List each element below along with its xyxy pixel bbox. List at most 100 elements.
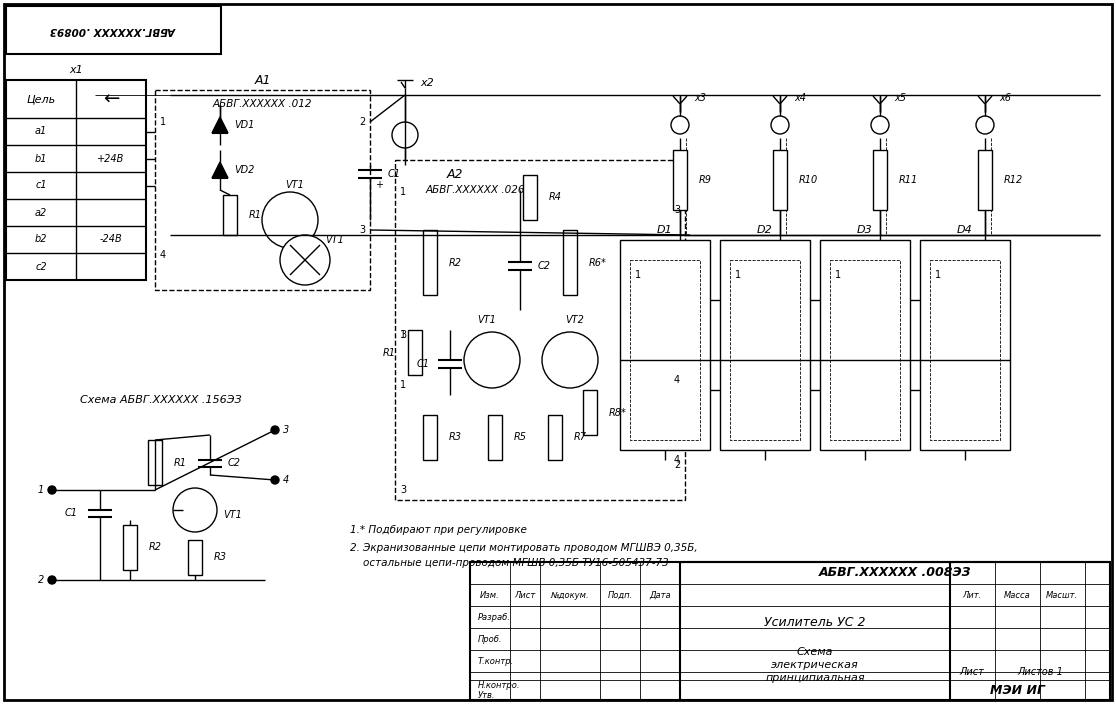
Text: D3: D3: [857, 225, 873, 235]
Text: 1: 1: [160, 117, 166, 127]
Text: Утв.: Утв.: [478, 691, 496, 700]
Bar: [820, 240, 910, 450]
Text: VT1: VT1: [478, 315, 497, 325]
Bar: [773, 150, 787, 210]
Text: 1: 1: [735, 270, 741, 280]
Bar: [6, 6, 221, 54]
Circle shape: [271, 426, 279, 434]
Text: x1: x1: [69, 65, 83, 75]
Text: C1: C1: [417, 359, 430, 369]
Text: 3: 3: [400, 330, 406, 340]
Text: R7: R7: [574, 432, 587, 443]
Text: Листов 1: Листов 1: [1017, 667, 1062, 677]
Circle shape: [976, 116, 994, 134]
Text: 4: 4: [160, 250, 166, 260]
Text: R5: R5: [514, 432, 527, 443]
Text: R11: R11: [899, 175, 918, 185]
Bar: [930, 260, 1000, 440]
Circle shape: [392, 122, 418, 148]
Bar: [562, 230, 577, 295]
Bar: [148, 440, 162, 485]
Circle shape: [48, 486, 56, 494]
Text: 1.* Подбирают при регулировке: 1.* Подбирают при регулировке: [350, 525, 527, 535]
Text: №докум.: №докум.: [550, 591, 589, 600]
Bar: [155, 90, 371, 290]
Text: 1: 1: [38, 485, 44, 495]
Bar: [408, 330, 422, 375]
Text: 3: 3: [359, 225, 365, 235]
Text: D1: D1: [657, 225, 673, 235]
Text: 4: 4: [674, 455, 680, 465]
Text: R2: R2: [150, 543, 162, 553]
Text: Схема АБВГ.XXXXXX .156ЭЗ: Схема АБВГ.XXXXXX .156ЭЗ: [80, 395, 242, 405]
Text: МЭИ ИГ: МЭИ ИГ: [990, 684, 1045, 696]
Text: А2: А2: [446, 168, 463, 180]
Bar: [395, 160, 685, 500]
Text: Лист: Лист: [960, 667, 984, 677]
Bar: [730, 260, 800, 440]
Circle shape: [271, 476, 279, 484]
Text: c2: c2: [36, 261, 47, 272]
Bar: [978, 150, 992, 210]
Circle shape: [280, 235, 330, 285]
Text: a1: a1: [35, 127, 47, 137]
Text: R9: R9: [699, 175, 712, 185]
Text: b2: b2: [35, 234, 47, 244]
Text: R3: R3: [214, 553, 227, 562]
Text: VT1: VT1: [326, 235, 345, 245]
Bar: [620, 240, 710, 450]
Bar: [548, 415, 562, 460]
Text: Разраб.: Разраб.: [478, 612, 511, 622]
Text: R6*: R6*: [589, 258, 607, 268]
Text: x6: x6: [999, 93, 1011, 103]
Bar: [873, 150, 887, 210]
Text: 3: 3: [400, 485, 406, 495]
Text: АБВГ.XXXXXX .008ЭЗ: АБВГ.XXXXXX .008ЭЗ: [819, 567, 971, 579]
Text: 4: 4: [674, 375, 680, 385]
Text: Подп.: Подп.: [607, 591, 633, 600]
Text: a2: a2: [35, 208, 47, 218]
Text: R2: R2: [449, 258, 462, 268]
Text: C2: C2: [228, 458, 241, 468]
Text: R1: R1: [383, 348, 396, 358]
Text: принципиальная: принципиальная: [766, 673, 865, 683]
Text: VT1: VT1: [286, 180, 305, 190]
Text: VT2: VT2: [566, 315, 585, 325]
Bar: [830, 260, 899, 440]
Text: 2: 2: [674, 460, 680, 470]
Polygon shape: [212, 117, 228, 133]
Bar: [423, 230, 437, 295]
Text: 1: 1: [835, 270, 841, 280]
Polygon shape: [212, 162, 228, 178]
Bar: [488, 415, 502, 460]
Text: 1: 1: [400, 380, 406, 390]
Text: R8*: R8*: [609, 408, 627, 417]
Text: Лист: Лист: [514, 591, 536, 600]
Bar: [583, 390, 597, 435]
Text: C1: C1: [388, 169, 401, 179]
Text: R1: R1: [249, 210, 262, 220]
Bar: [673, 150, 687, 210]
Text: 3: 3: [283, 425, 289, 435]
Bar: [523, 175, 537, 220]
Text: R1: R1: [174, 458, 187, 467]
Text: А1: А1: [254, 73, 271, 87]
Bar: [423, 415, 437, 460]
Text: 3: 3: [674, 205, 680, 215]
Text: x2: x2: [420, 78, 434, 88]
Bar: [187, 540, 202, 575]
Circle shape: [173, 488, 217, 532]
Text: Изм.: Изм.: [480, 591, 500, 600]
Text: АБВГ.XXXXXX .00893: АБВГ.XXXXXX .00893: [50, 25, 176, 35]
Text: Дата: Дата: [650, 591, 671, 600]
Text: 4: 4: [283, 475, 289, 485]
Text: 1: 1: [400, 187, 406, 197]
Text: D2: D2: [757, 225, 773, 235]
Text: Лит.: Лит.: [962, 591, 982, 600]
Text: x5: x5: [894, 93, 906, 103]
Text: 2: 2: [359, 117, 365, 127]
Text: -24В: -24В: [99, 234, 123, 244]
Text: R3: R3: [449, 432, 462, 443]
Bar: [920, 240, 1010, 450]
Text: 2: 2: [38, 575, 44, 585]
